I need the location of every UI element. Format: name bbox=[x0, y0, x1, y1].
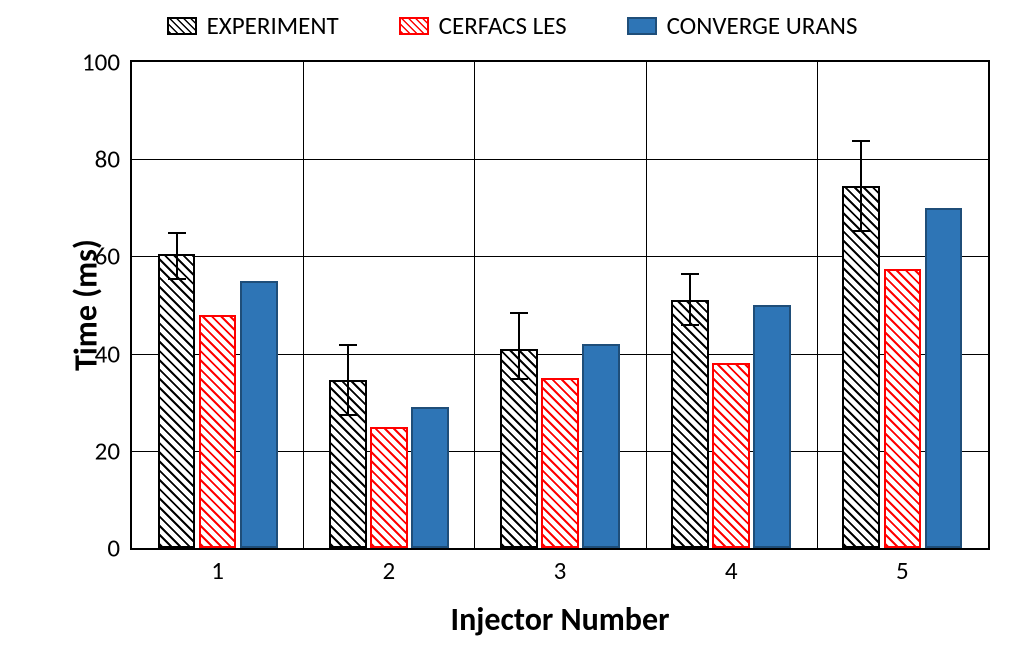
bar-cerfacs-les-4 bbox=[712, 363, 750, 548]
y-tick-label: 0 bbox=[60, 533, 120, 564]
bar-experiment-5 bbox=[842, 186, 880, 548]
legend-item-cerfacs: CERFACS LES bbox=[399, 10, 567, 41]
error-cap bbox=[168, 232, 186, 234]
error-bar bbox=[689, 273, 691, 324]
bar-converge-urans-4 bbox=[753, 305, 791, 548]
gridline-v bbox=[817, 62, 818, 548]
x-tick-label: 4 bbox=[711, 555, 751, 586]
error-cap bbox=[168, 278, 186, 280]
x-tick-label: 5 bbox=[882, 555, 922, 586]
legend-item-converge: CONVERGE URANS bbox=[627, 10, 858, 41]
y-tick-label: 80 bbox=[60, 144, 120, 175]
error-bar bbox=[347, 344, 349, 414]
bar-cerfacs-les-2 bbox=[370, 427, 408, 549]
legend: EXPERIMENT CERFACS LES CONVERGE URANS bbox=[0, 10, 1024, 41]
legend-swatch-cerfacs bbox=[399, 17, 429, 35]
y-tick-label: 60 bbox=[60, 241, 120, 272]
x-tick-label: 1 bbox=[198, 555, 238, 586]
bar-converge-urans-3 bbox=[582, 344, 620, 548]
error-bar bbox=[518, 312, 520, 378]
error-cap bbox=[852, 230, 870, 232]
error-cap bbox=[339, 414, 357, 416]
legend-label-cerfacs: CERFACS LES bbox=[439, 10, 567, 41]
error-cap bbox=[681, 273, 699, 275]
y-tick-label: 20 bbox=[60, 435, 120, 466]
bar-experiment-4 bbox=[671, 300, 709, 548]
bar-cerfacs-les-5 bbox=[884, 269, 922, 548]
bar-cerfacs-les-3 bbox=[541, 378, 579, 548]
x-tick-label: 3 bbox=[540, 555, 580, 586]
error-cap bbox=[681, 324, 699, 326]
gridline-v bbox=[646, 62, 647, 548]
plot-area bbox=[130, 60, 990, 550]
x-tick-label: 2 bbox=[369, 555, 409, 586]
y-tick-label: 100 bbox=[60, 47, 120, 78]
x-axis-label: Injector Number bbox=[130, 600, 990, 639]
bar-converge-urans-1 bbox=[240, 281, 278, 548]
bar-converge-urans-2 bbox=[411, 407, 449, 548]
error-bar bbox=[860, 140, 862, 230]
error-cap bbox=[510, 378, 528, 380]
legend-label-experiment: EXPERIMENT bbox=[207, 10, 339, 41]
legend-swatch-converge bbox=[627, 17, 657, 35]
bar-cerfacs-les-1 bbox=[199, 315, 237, 548]
legend-label-converge: CONVERGE URANS bbox=[667, 10, 858, 41]
error-cap bbox=[510, 312, 528, 314]
legend-swatch-experiment bbox=[167, 17, 197, 35]
legend-item-experiment: EXPERIMENT bbox=[167, 10, 339, 41]
error-bar bbox=[176, 232, 178, 278]
gridline-v bbox=[303, 62, 304, 548]
y-tick-label: 40 bbox=[60, 338, 120, 369]
gridline-v bbox=[474, 62, 475, 548]
error-cap bbox=[852, 140, 870, 142]
chart-container: EXPERIMENT CERFACS LES CONVERGE URANS Ti… bbox=[0, 0, 1024, 672]
bar-experiment-1 bbox=[158, 254, 196, 548]
error-cap bbox=[339, 344, 357, 346]
bar-converge-urans-5 bbox=[925, 208, 963, 548]
